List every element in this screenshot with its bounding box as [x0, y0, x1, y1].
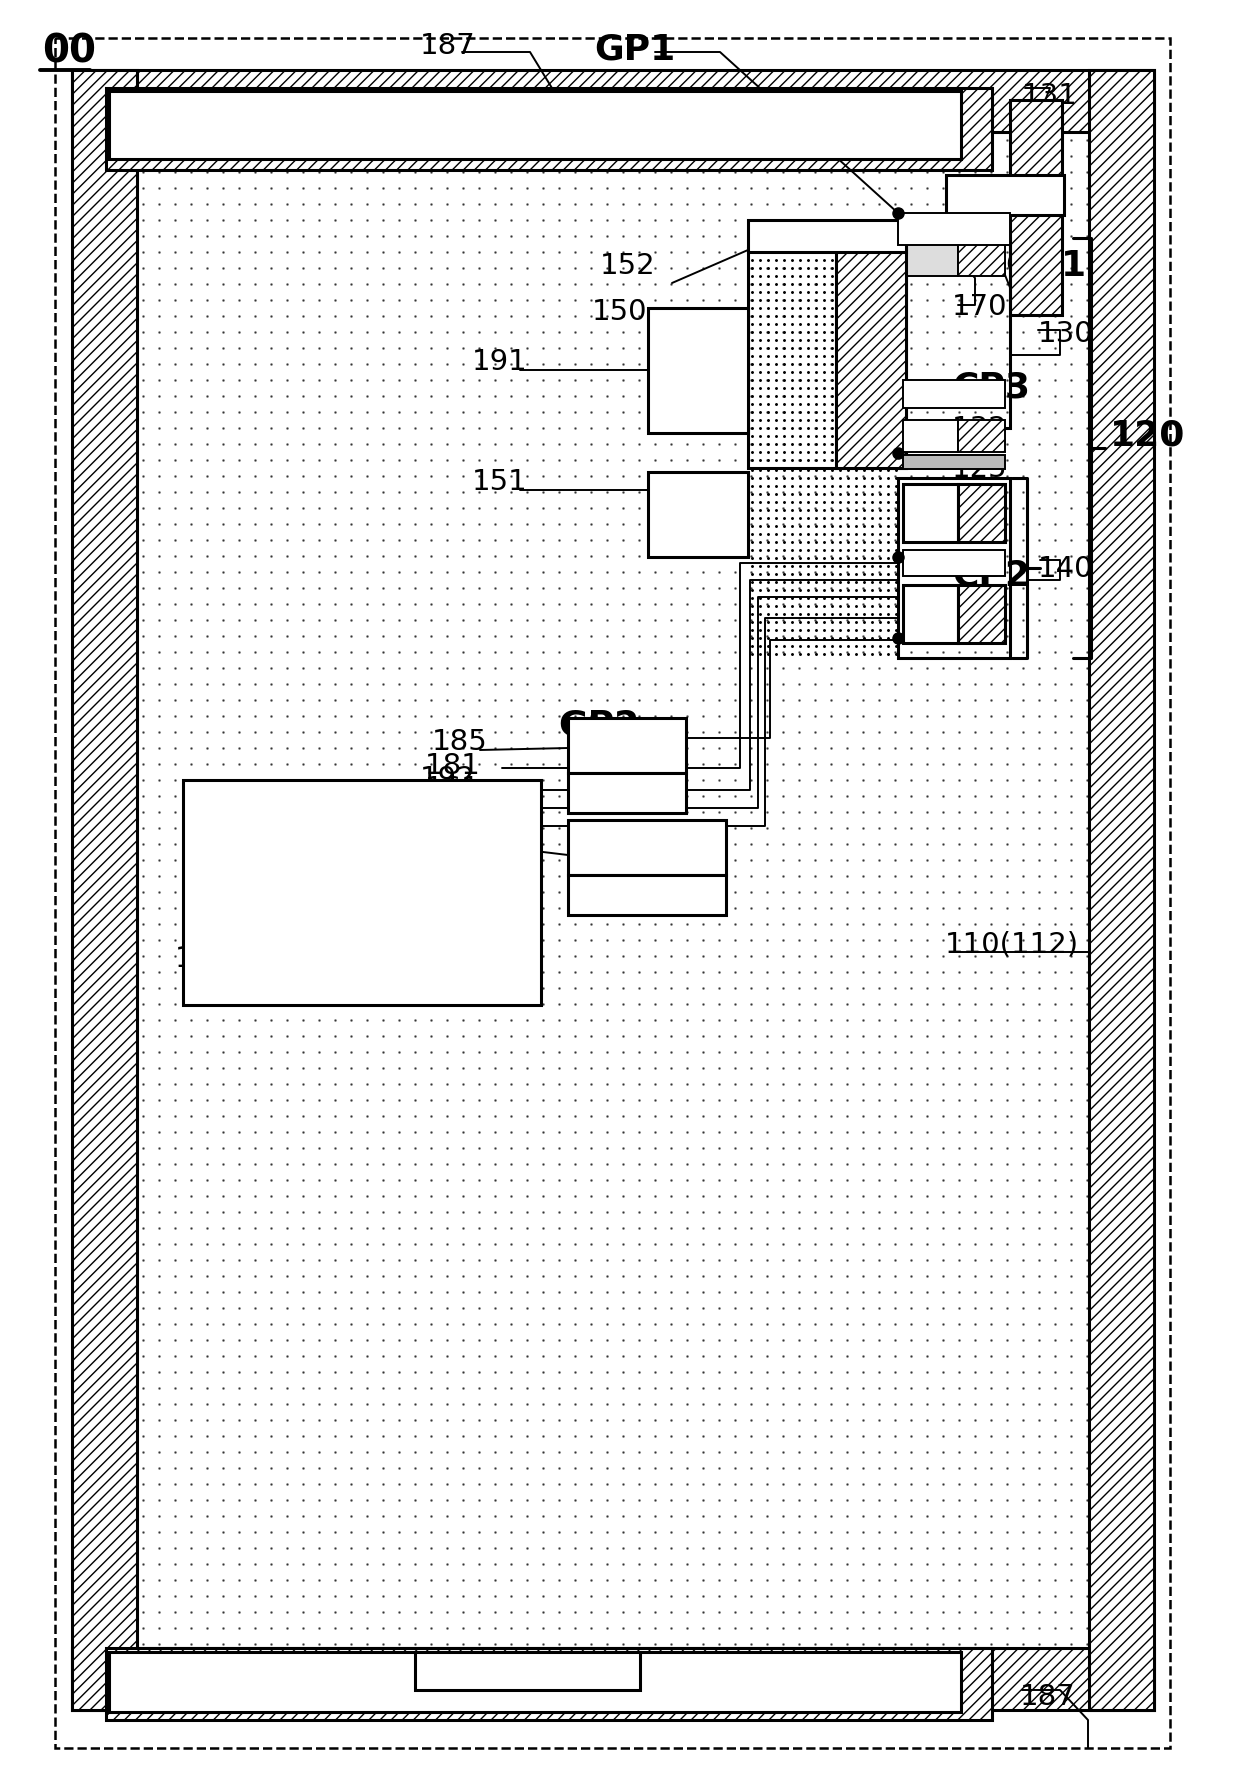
Text: 161: 161 — [425, 775, 481, 803]
Bar — [903, 484, 959, 543]
Text: 160: 160 — [425, 794, 481, 823]
Text: 120: 120 — [1110, 418, 1185, 452]
Text: 130: 130 — [1038, 320, 1094, 348]
Bar — [1089, 70, 1154, 1710]
Bar — [72, 70, 1154, 132]
Bar — [568, 773, 686, 812]
Bar — [109, 91, 961, 159]
Text: 140: 140 — [1038, 555, 1094, 584]
Bar — [748, 248, 906, 468]
Text: GP1: GP1 — [594, 32, 676, 66]
Text: 185: 185 — [432, 728, 487, 757]
Text: 110(112): 110(112) — [945, 930, 1079, 959]
Text: 187: 187 — [1021, 1683, 1076, 1712]
Bar — [649, 309, 748, 434]
Text: GP2: GP2 — [558, 709, 640, 743]
Text: 187: 187 — [420, 32, 476, 61]
Text: 131: 131 — [1022, 82, 1078, 111]
Bar — [903, 585, 959, 643]
Bar — [898, 212, 1011, 245]
Bar — [748, 220, 906, 252]
Bar — [568, 819, 725, 875]
Bar — [72, 1648, 1154, 1710]
Bar — [903, 550, 1004, 577]
Text: 199: 199 — [175, 944, 231, 973]
Text: 162: 162 — [425, 818, 481, 846]
Bar — [946, 175, 1064, 214]
Bar — [184, 780, 541, 1005]
Text: CP3: CP3 — [952, 369, 1030, 403]
Bar — [836, 248, 906, 468]
Bar — [568, 875, 725, 916]
Text: 170: 170 — [952, 293, 1007, 321]
Text: 125: 125 — [952, 455, 1008, 484]
Bar — [415, 1651, 640, 1690]
Text: 151: 151 — [472, 468, 528, 496]
Bar — [903, 245, 959, 277]
Text: CP2: CP2 — [952, 559, 1030, 593]
Bar — [903, 419, 959, 452]
Text: RF Module: RF Module — [263, 876, 461, 910]
Text: GC1: GC1 — [1004, 248, 1086, 282]
Text: 142: 142 — [952, 494, 1008, 523]
Text: 191: 191 — [472, 348, 528, 377]
Text: RF Module: RF Module — [263, 873, 461, 907]
Bar — [959, 419, 1004, 452]
Bar — [903, 380, 1004, 409]
Text: 132: 132 — [952, 414, 1008, 443]
Bar — [72, 70, 136, 1710]
Text: 141: 141 — [952, 600, 1008, 628]
Bar — [898, 478, 1011, 659]
Bar — [1011, 100, 1061, 314]
Text: 152: 152 — [600, 252, 656, 280]
Text: 181: 181 — [425, 751, 481, 780]
Bar — [959, 484, 1004, 543]
Text: 192: 192 — [420, 766, 476, 793]
Bar — [959, 245, 1004, 277]
Bar — [105, 87, 992, 170]
Bar — [649, 471, 748, 557]
Bar — [109, 1651, 961, 1712]
Bar — [898, 237, 1011, 428]
Bar — [959, 585, 1004, 643]
Bar — [903, 455, 1004, 469]
Bar — [568, 718, 686, 773]
Bar — [55, 37, 1171, 1748]
Text: 150: 150 — [591, 298, 647, 327]
Bar — [105, 1648, 992, 1721]
Text: 00: 00 — [42, 32, 95, 70]
